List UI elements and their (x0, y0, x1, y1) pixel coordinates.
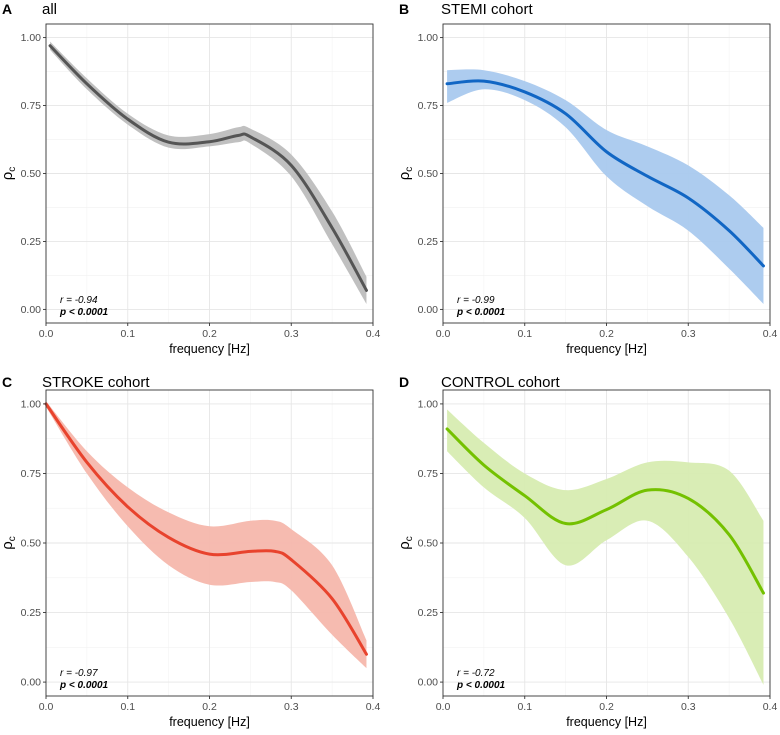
panel-title: STEMI cohort (441, 1, 534, 18)
x-tick-label: 0.3 (284, 328, 299, 340)
y-tick-label: 0.75 (418, 100, 439, 112)
x-tick-label: 0.4 (763, 328, 778, 340)
y-axis-label-symbol: ρ (396, 172, 413, 181)
annotation-r: r = -0.99 (457, 295, 495, 306)
y-tick-label: 0.00 (418, 677, 439, 689)
x-tick-label: 0.1 (517, 701, 532, 713)
y-tick-label: 0.25 (21, 236, 42, 248)
x-tick-label: 0.1 (120, 701, 135, 713)
x-tick-label: 0.0 (39, 328, 54, 340)
panel-letter: B (399, 1, 409, 17)
y-tick-label: 0.00 (21, 304, 42, 316)
y-tick-label: 0.25 (418, 607, 439, 619)
panel-title: STROKE cohort (42, 374, 150, 391)
chart-panel-a: 0.0 0.1 0.2 0.3 0.4 0.00 0.25 0.50 0.75 1.00 frequ… (0, 1, 380, 356)
annotation-r: r = -0.72 (457, 668, 495, 679)
y-axis-label: ρc (396, 536, 415, 550)
x-tick-label: 0.0 (39, 701, 54, 713)
y-tick-label: 0.50 (418, 538, 439, 550)
x-tick-label: 0.1 (120, 328, 135, 340)
y-axis-label-symbol: ρ (396, 541, 413, 550)
y-tick-label: 0.25 (21, 607, 42, 619)
y-axis-label-subscript: c (7, 536, 18, 541)
annotation-r: r = -0.94 (60, 295, 98, 306)
y-axis-label-subscript: c (7, 167, 18, 172)
annotation-p: p < 0.0001 (456, 307, 506, 318)
fit-line (445, 79, 765, 268)
y-tick-label: 1.00 (418, 398, 439, 410)
y-tick-label: 0.75 (418, 468, 439, 480)
confidence-band (46, 401, 367, 669)
chart-panel-c: 0.0 0.1 0.2 0.3 0.4 0.00 0.25 0.50 0.75 1.00 frequ… (0, 374, 380, 729)
x-tick-label: 0.3 (681, 328, 696, 340)
x-tick-label: 0.2 (202, 328, 217, 340)
y-tick-label: 0.75 (21, 468, 42, 480)
confidence-band (447, 69, 764, 304)
fit-line (48, 44, 368, 292)
confidence-band (50, 41, 367, 304)
y-tick-label: 0.00 (21, 677, 42, 689)
panel-title: CONTROL cohort (441, 374, 560, 391)
x-tick-label: 0.2 (599, 328, 614, 340)
fit-line (44, 402, 368, 656)
x-tick-label: 0.1 (517, 328, 532, 340)
x-tick-label: 0.4 (366, 328, 381, 340)
x-tick-label: 0.4 (763, 701, 778, 713)
panel-letter: D (399, 374, 409, 390)
y-axis-label-subscript: c (404, 536, 415, 541)
x-axis-label: frequency [Hz] (566, 715, 647, 729)
annotation-r: r = -0.97 (60, 668, 98, 679)
panel-letter: C (2, 374, 12, 390)
y-axis-label-subscript: c (404, 167, 415, 172)
x-tick-label: 0.3 (284, 701, 299, 713)
x-tick-label: 0.2 (599, 701, 614, 713)
x-tick-label: 0.0 (436, 701, 451, 713)
x-tick-label: 0.3 (681, 701, 696, 713)
y-tick-label: 0.00 (418, 304, 439, 316)
chart-panel-b: 0.0 0.1 0.2 0.3 0.4 0.00 0.25 0.50 0.75 1.00 frequ… (396, 1, 777, 356)
y-tick-label: 1.00 (418, 32, 439, 44)
chart-panel-d: 0.0 0.1 0.2 0.3 0.4 0.00 0.25 0.50 0.75 1.00 frequ… (396, 374, 777, 729)
y-axis-label-symbol: ρ (0, 172, 16, 181)
y-axis-label: ρc (0, 167, 18, 181)
y-tick-label: 1.00 (21, 32, 42, 44)
y-tick-label: 0.25 (418, 236, 439, 248)
x-tick-label: 0.2 (202, 701, 217, 713)
annotation-p: p < 0.0001 (456, 680, 506, 691)
y-axis-label: ρc (0, 536, 18, 550)
x-axis-label: frequency [Hz] (169, 342, 250, 356)
x-tick-label: 0.4 (366, 701, 381, 713)
annotation-p: p < 0.0001 (59, 307, 109, 318)
annotation-p: p < 0.0001 (59, 680, 109, 691)
y-tick-label: 0.50 (21, 538, 42, 550)
y-axis-label-symbol: ρ (0, 541, 16, 550)
y-tick-label: 0.50 (418, 168, 439, 180)
x-tick-label: 0.0 (436, 328, 451, 340)
y-tick-label: 1.00 (21, 398, 42, 410)
y-axis-label: ρc (396, 167, 415, 181)
x-axis-label: frequency [Hz] (566, 342, 647, 356)
y-tick-label: 0.50 (21, 168, 42, 180)
x-axis-label: frequency [Hz] (169, 715, 250, 729)
y-tick-label: 0.75 (21, 100, 42, 112)
fit-line (445, 427, 765, 595)
panel-title: all (42, 1, 57, 18)
panel-letter: A (2, 1, 12, 17)
confidence-band (447, 409, 764, 685)
